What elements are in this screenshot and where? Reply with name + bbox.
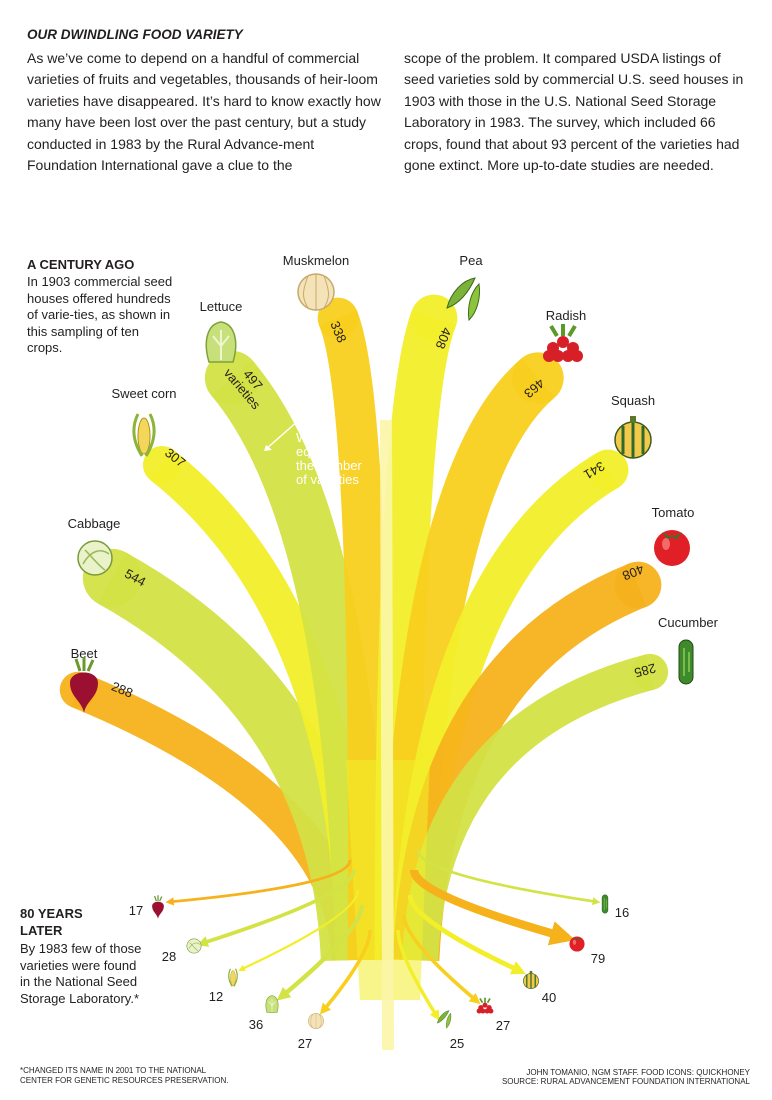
pea-icon [446, 277, 480, 322]
value-1903-cucumber: 285 [633, 660, 658, 680]
band-cap-tomato [614, 561, 662, 609]
radish-icon-small [476, 997, 494, 1014]
value-1983-cucumber: 16 [615, 905, 629, 920]
crop-name-cucumber: Cucumber [658, 615, 719, 630]
value-1903-pea: 408 [433, 325, 455, 351]
branch-1983-sweet-corn [238, 889, 360, 972]
width-note-arrow [264, 404, 317, 451]
squash-icon [614, 416, 652, 459]
value-1983-radish: 27 [496, 1018, 510, 1033]
crop-name-muskmelon: Muskmelon [283, 253, 349, 268]
headline: OUR DWINDLING FOOD VARIETY [27, 27, 243, 42]
value-1983-sweet-corn: 12 [209, 989, 223, 1004]
muskmelon-icon [297, 273, 335, 311]
lettuce-icon-small [265, 995, 279, 1013]
value-1983-muskmelon: 27 [298, 1036, 312, 1051]
branch-1983-lettuce [276, 904, 365, 1001]
source: SOURCE: RURAL ADVANCEMENT FOUNDATION INT… [501, 1077, 750, 1086]
beet-icon [70, 657, 98, 713]
width-note: Width equals the number of varieties [296, 430, 362, 487]
band-cucumber [401, 654, 655, 961]
branch-1983-radish [402, 914, 481, 1005]
value-1983-cabbage: 28 [162, 949, 176, 964]
crop-name-lettuce: Lettuce [200, 299, 243, 314]
cabbage-icon-small [186, 938, 202, 954]
crop-name-sweet-corn: Sweet corn [111, 386, 176, 401]
crop-name-tomato: Tomato [652, 505, 695, 520]
lettuce-icon [205, 321, 237, 363]
value-1903-tomato: 408 [620, 561, 646, 583]
branch-1983-squash [407, 894, 526, 975]
muskmelon-icon-small [308, 1013, 324, 1029]
century-ago-text: In 1903 commercial seed houses offered h… [27, 274, 173, 355]
crop-name-cabbage: Cabbage [68, 516, 121, 531]
branch-1983-cabbage [196, 869, 356, 947]
credit: JOHN TOMANIO, NGM STAFF. FOOD ICONS: QUI… [526, 1068, 750, 1077]
cucumber-icon [678, 639, 694, 685]
tomato-icon-small [569, 936, 585, 952]
band-cap-lettuce [204, 350, 260, 406]
crop-name-squash: Squash [611, 393, 655, 408]
pea-icon-small [436, 1010, 452, 1029]
band-cap-radish [512, 352, 564, 404]
band-cap-pea [410, 294, 458, 342]
radish-icon [543, 324, 583, 362]
branch-1983-cucumber [416, 849, 601, 906]
value-1983-tomato: 79 [591, 951, 605, 966]
intro-text-left: As we’ve come to depend on a handful of … [27, 50, 381, 174]
value-1983-pea: 25 [450, 1036, 464, 1051]
crop-name-radish: Radish [546, 308, 586, 323]
band-cap-cucumber [631, 653, 669, 691]
later-text: By 1983 few of those varieties were foun… [20, 941, 142, 1006]
band-cap-sweet-corn [142, 445, 182, 485]
later-heading: 80 YEARS LATER [20, 906, 83, 938]
footnote: *CHANGED ITS NAME IN 2001 TO THE NATIONA… [20, 1066, 229, 1085]
crop-name-beet: Beet [71, 646, 98, 661]
branch-1983-beet [165, 859, 352, 906]
band-cap-squash [587, 449, 629, 491]
trunk-highlight [380, 420, 394, 1050]
tomato-icon [654, 530, 690, 566]
branch-1983-muskmelon [319, 929, 372, 1015]
value-1983-lettuce: 36 [249, 1017, 263, 1032]
cabbage-icon [77, 540, 113, 576]
sweet-corn-icon-small [228, 968, 238, 987]
cucumber-icon-small [601, 894, 609, 914]
branch-1983-pea [396, 929, 440, 1021]
band-cap-muskmelon [317, 297, 359, 339]
sweet-corn-icon [132, 413, 156, 457]
intro-text-right: scope of the problem. It compared USDA l… [404, 50, 744, 174]
crop-name-pea: Pea [459, 253, 483, 268]
squash-icon-small [523, 970, 539, 989]
century-ago-heading: A CENTURY AGO [27, 257, 135, 272]
beet-icon-small [152, 895, 164, 919]
value-1983-squash: 40 [542, 990, 556, 1005]
value-1983-beet: 17 [129, 903, 143, 918]
branch-1983-tomato [409, 869, 576, 946]
